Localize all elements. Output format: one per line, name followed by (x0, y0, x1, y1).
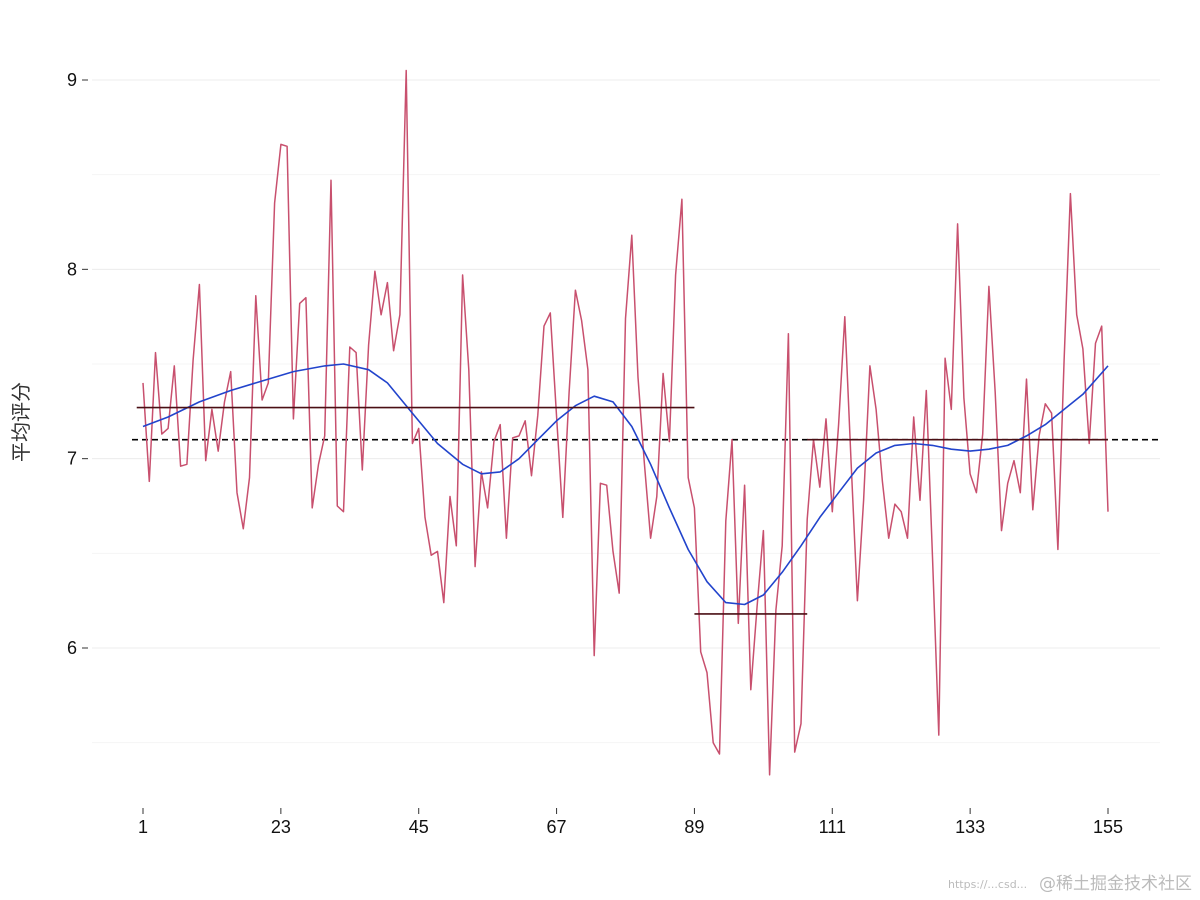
x-axis: 1 23 45 67 89 111 133 155 (138, 808, 1123, 837)
watermark-url: https://...csd... (948, 878, 1027, 891)
gridlines (92, 79, 1160, 744)
x-tick-label: 45 (409, 817, 429, 837)
x-tick-label: 133 (955, 817, 985, 837)
x-tick-label: 67 (547, 817, 567, 837)
x-tick-label: 1 (138, 817, 148, 837)
y-axis-title: 平均评分 (9, 382, 33, 462)
x-tick-label: 155 (1093, 817, 1123, 837)
watermark-text: @稀土掘金技术社区 (1039, 874, 1192, 894)
x-tick-label: 23 (271, 817, 291, 837)
series-layer (142, 69, 1109, 776)
rating-series-line (142, 69, 1109, 776)
smoothed-trend-line (142, 363, 1109, 606)
x-tick-label: 89 (684, 817, 704, 837)
x-tick-label: 111 (819, 817, 846, 837)
y-tick-label: 9 (67, 70, 77, 90)
y-tick-label: 7 (67, 449, 77, 469)
y-axis: 6 7 8 9 (67, 70, 88, 658)
y-tick-label: 8 (67, 259, 77, 279)
mean-segments (136, 406, 1108, 615)
y-tick-label: 6 (67, 638, 77, 658)
